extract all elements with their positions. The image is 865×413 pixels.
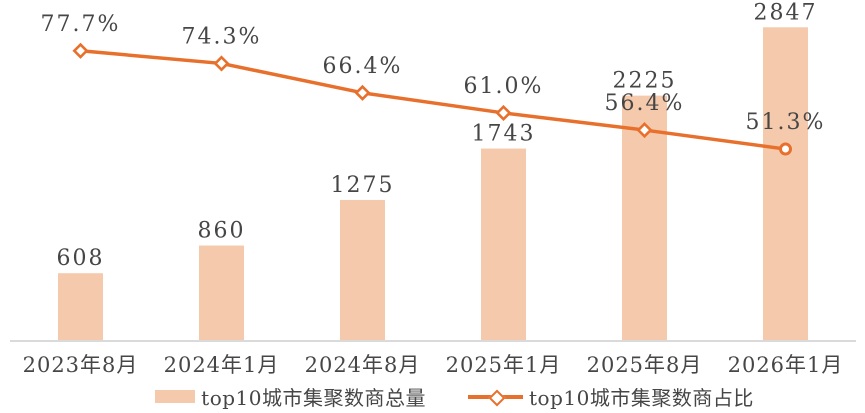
x-axis-label: 2024年8月 bbox=[305, 353, 421, 377]
bar-column-1 bbox=[58, 273, 103, 340]
legend-item-line-series: top10城市集聚数商占比 bbox=[468, 382, 754, 411]
trend-line bbox=[80, 49, 786, 151]
legend-line-swatch-icon bbox=[468, 389, 523, 406]
line-marker-diamond-icon bbox=[354, 84, 371, 101]
bar-value-label: 2225 bbox=[613, 69, 677, 94]
percent-value-label: 56.4% bbox=[605, 91, 685, 116]
bar-column-4 bbox=[481, 148, 526, 340]
legend-bar-swatch-icon bbox=[155, 390, 196, 403]
chart-legend: top10城市集聚数商总量 top10城市集聚数商占比 bbox=[22, 382, 865, 411]
line-marker-diamond-icon bbox=[72, 42, 89, 59]
bar-column-6 bbox=[763, 27, 808, 340]
percent-value-label: 74.3% bbox=[182, 24, 262, 49]
bar-column-2 bbox=[199, 245, 244, 340]
legend-line-label: top10城市集聚数商占比 bbox=[529, 386, 754, 410]
line-marker-circle-icon bbox=[779, 142, 792, 156]
percent-value-label: 66.4% bbox=[323, 54, 403, 79]
percent-value-label: 61.0% bbox=[464, 74, 544, 99]
bar-column-3 bbox=[340, 199, 385, 340]
x-axis-label: 2025年8月 bbox=[587, 353, 703, 377]
line-marker-diamond-icon bbox=[636, 122, 653, 139]
bar-value-label: 1743 bbox=[472, 122, 536, 147]
line-marker-diamond-icon bbox=[213, 55, 230, 72]
x-axis-label: 2023年8月 bbox=[23, 353, 139, 377]
bar-value-label: 608 bbox=[57, 246, 105, 271]
bar-value-label: 2847 bbox=[754, 0, 818, 25]
bar-value-label: 1275 bbox=[331, 173, 395, 198]
legend-bar-label: top10城市集聚数商总量 bbox=[201, 386, 426, 410]
x-axis-label: 2026年1月 bbox=[728, 353, 844, 377]
x-axis-label: 2024年1月 bbox=[164, 353, 280, 377]
combo-chart-plot: 608 860 1275 1743 2225 2847 77.7% 74.3% 66.4% 61.… bbox=[10, 0, 856, 377]
legend-item-bar-series: top10城市集聚数商总量 bbox=[155, 382, 426, 411]
x-axis-label: 2025年1月 bbox=[446, 353, 562, 377]
percent-value-label: 51.3% bbox=[746, 110, 826, 135]
percent-value-label: 77.7% bbox=[41, 12, 121, 37]
line-marker-diamond-icon bbox=[495, 104, 512, 121]
bar-value-label: 860 bbox=[198, 219, 246, 244]
legend-diamond-marker-icon bbox=[488, 389, 506, 406]
